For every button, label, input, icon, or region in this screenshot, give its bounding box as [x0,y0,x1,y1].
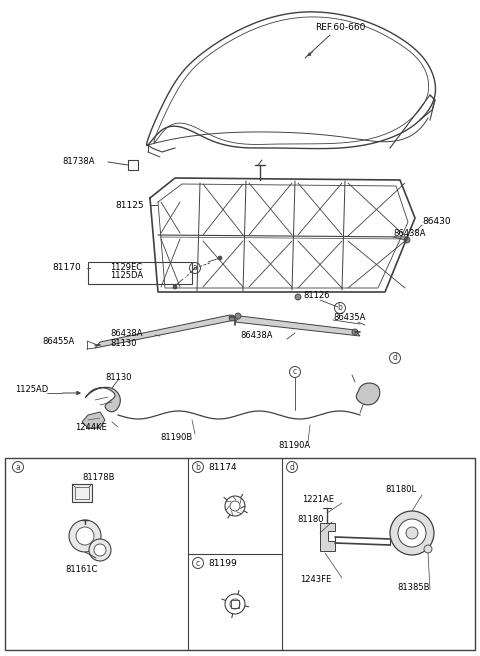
Bar [88,262,192,284]
Polygon shape [356,383,380,405]
Text: 1221AE: 1221AE [302,495,334,504]
Text: a: a [192,264,197,272]
Text: REF.60-660: REF.60-660 [315,24,365,33]
Text: 81125: 81125 [115,201,144,209]
Circle shape [404,237,410,243]
Text: 81170: 81170 [52,264,81,272]
Text: c: c [196,558,200,567]
Polygon shape [320,523,335,551]
Polygon shape [235,316,360,336]
Text: d: d [393,354,397,363]
Text: 86435A: 86435A [333,314,365,323]
Circle shape [173,285,177,289]
Polygon shape [85,387,120,412]
Polygon shape [95,315,235,348]
Circle shape [69,520,101,552]
Text: a: a [16,462,20,472]
Text: 81385B: 81385B [397,583,430,592]
Circle shape [235,313,241,319]
Text: b: b [195,462,201,472]
Text: 1243FE: 1243FE [300,575,331,584]
Text: 1244KE: 1244KE [75,422,107,432]
Text: 81190A: 81190A [278,440,310,449]
Text: 81130: 81130 [105,373,132,382]
Bar [128,160,138,170]
Text: c: c [293,367,297,377]
Text: 1129EC: 1129EC [110,262,142,272]
Circle shape [89,539,111,561]
Text: 81738A: 81738A [62,157,95,167]
Text: 81178B: 81178B [82,474,115,483]
Circle shape [406,527,418,539]
Circle shape [389,352,400,363]
Text: 81126: 81126 [303,291,329,300]
Circle shape [192,558,204,569]
Text: 1125DA: 1125DA [110,272,143,281]
Circle shape [335,302,346,314]
Text: 86438A: 86438A [393,230,425,239]
Circle shape [390,511,434,555]
Circle shape [398,519,426,547]
Text: 86438A: 86438A [240,331,273,340]
Text: 81130: 81130 [110,338,136,348]
Circle shape [218,256,222,260]
Text: 81199: 81199 [208,558,237,567]
Circle shape [229,315,235,321]
Text: d: d [289,462,294,472]
Text: 81190B: 81190B [160,432,192,441]
Polygon shape [82,412,105,428]
Text: 81180L: 81180L [385,485,416,495]
Circle shape [192,462,204,472]
Text: 81174: 81174 [208,462,237,472]
Circle shape [424,545,432,553]
Text: 86455A: 86455A [42,337,74,346]
Text: 81161C: 81161C [65,565,97,575]
Bar [5,458,475,650]
Text: 1125AD: 1125AD [15,386,48,394]
Circle shape [295,294,301,300]
Circle shape [76,527,94,545]
Bar [75,487,89,499]
Circle shape [289,367,300,377]
Text: 86438A: 86438A [110,329,143,337]
Circle shape [12,462,24,472]
Circle shape [190,262,201,274]
Circle shape [287,462,298,472]
Text: 81180: 81180 [297,516,324,525]
Text: 86430: 86430 [422,218,451,226]
Circle shape [352,329,358,335]
Bar [72,484,92,502]
Text: b: b [337,304,342,312]
Circle shape [94,544,106,556]
Bar [231,600,239,608]
